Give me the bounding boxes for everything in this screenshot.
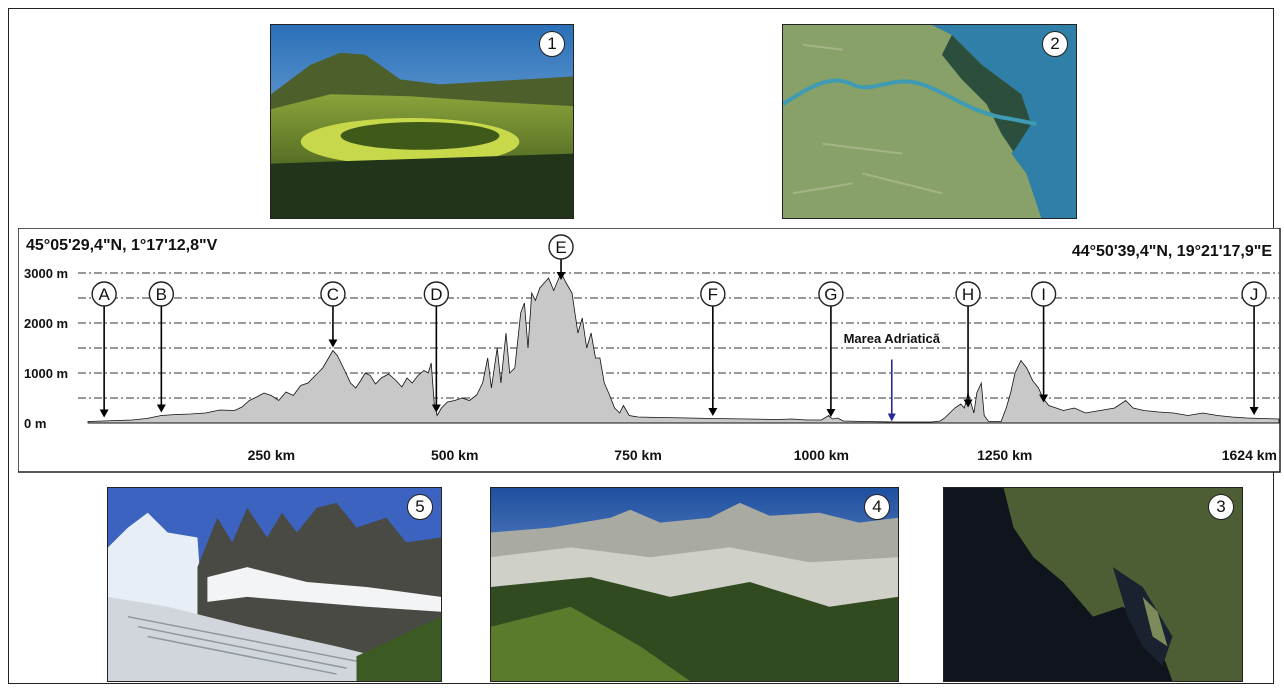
profile-box	[18, 228, 1281, 473]
x-tick-label: 750 km	[614, 447, 661, 463]
marker-circle	[700, 281, 726, 307]
marker-label: I	[1041, 285, 1046, 304]
sea-label: Marea Adriatică	[844, 331, 941, 346]
photo-number-badge: 4	[864, 494, 890, 520]
marker-label: G	[824, 285, 837, 304]
marker-circle	[91, 281, 117, 307]
x-axis-ticks: 250 km 500 km 750 km 1000 km 1250 km 1624 km	[88, 422, 1279, 463]
marker-arrow-head	[826, 409, 836, 417]
photo-number-badge: 2	[1042, 31, 1068, 57]
marker-circle	[320, 281, 346, 307]
photo-glacier-mountains: 5	[107, 487, 442, 682]
photo-istria-satellite: 3	[943, 487, 1243, 682]
marker-label: A	[98, 285, 110, 304]
elevation-profile-chart: 0 m 1000 m 2000 m 3000 m 250 km 500 km 750 km…	[18, 228, 1281, 473]
y-tick-label: 0 m	[24, 416, 46, 431]
marker-label: D	[430, 285, 442, 304]
marker-circle	[818, 281, 844, 307]
photo-number-badge: 5	[407, 494, 433, 520]
coordinates-end: 44°50'39,4"N, 19°21'17,9"E	[1072, 243, 1272, 260]
marker-label: J	[1250, 285, 1259, 304]
y-tick-label: 1000 m	[24, 366, 68, 381]
marker-arrow-head	[708, 408, 718, 416]
x-tick-label: 1624 km	[1222, 447, 1277, 463]
marker-label: B	[156, 285, 167, 304]
marker-arrow-head	[1249, 407, 1259, 415]
marker-arrow-head	[963, 399, 973, 408]
marker-arrow-head	[1039, 394, 1049, 403]
x-tick-label: 500 km	[431, 447, 478, 463]
photo-number-badge: 3	[1208, 494, 1234, 520]
x-tick-label: 250 km	[248, 447, 295, 463]
marker-arrow-head	[556, 272, 566, 280]
elevation-area	[87, 272, 1280, 424]
y-axis-ticks: 0 m 1000 m 2000 m 3000 m	[24, 266, 68, 431]
marker-circle	[548, 234, 574, 260]
profile-markers: A B C D E F G H I J	[91, 234, 1267, 418]
x-tick-label: 1000 km	[794, 447, 849, 463]
marker-circle	[955, 281, 981, 307]
y-tick-label: 2000 m	[24, 316, 68, 331]
marker-label: C	[327, 285, 339, 304]
marker-circle	[1030, 281, 1057, 307]
sea-marker: Marea Adriatică	[844, 331, 941, 422]
marker-arrow-head	[431, 404, 441, 413]
x-tick-label: 1250 km	[977, 447, 1032, 463]
marker-arrow-head	[328, 339, 338, 348]
sea-arrow-head	[887, 413, 896, 422]
marker-arrow-head	[99, 409, 109, 418]
coordinates-start: 45°05'29,4"N, 1°17'12,8"V	[26, 237, 218, 254]
photo-volcano: 1	[270, 24, 574, 219]
marker-label: F	[708, 285, 718, 304]
y-tick-label: 3000 m	[24, 266, 68, 281]
photo-karst-mountains: 4	[490, 487, 899, 682]
photo-delta-satellite: 2	[782, 24, 1077, 219]
marker-circle	[1241, 281, 1267, 307]
marker-label: E	[555, 238, 566, 257]
photo-number-badge: 1	[539, 31, 565, 57]
marker-label: H	[962, 285, 974, 304]
marker-circle	[423, 281, 450, 307]
marker-arrow-head	[156, 404, 166, 413]
marker-circle	[148, 281, 175, 307]
